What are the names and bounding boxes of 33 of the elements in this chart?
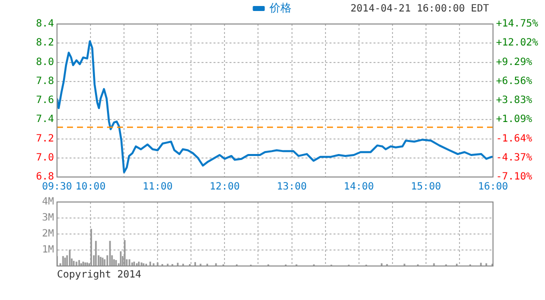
- y2-tick-label: +14.75%: [496, 18, 538, 30]
- x-tick-label: 16:00: [478, 182, 508, 193]
- y2-tick-label: -7.10%: [496, 172, 532, 183]
- x-tick-label: 12:00: [210, 182, 240, 193]
- text: Copyright 2014: [57, 270, 142, 281]
- y-tick-label: 7.4: [36, 114, 54, 126]
- y-tick-label: 8.4: [36, 18, 54, 30]
- x-tick-label: 15:00: [410, 182, 441, 193]
- x-tick-label: 13:00: [276, 182, 307, 193]
- y2-tick-label: +9.29%: [496, 56, 532, 68]
- y-tick-label: 4M: [42, 196, 54, 208]
- y-tick-label: 2M: [42, 228, 54, 240]
- y-tick-label: 7.0: [36, 152, 54, 164]
- y-tick-label: 8.0: [36, 56, 54, 68]
- y2-tick-label: -4.37%: [496, 152, 532, 164]
- y2-tick-label: +3.83%: [496, 95, 532, 106]
- y2-tick-label: +1.09%: [496, 114, 532, 126]
- y2-tick-label: -1.64%: [496, 133, 532, 144]
- y2-tick-label: +12.02%: [496, 38, 538, 49]
- y-tick-label: 7.2: [36, 133, 54, 144]
- y2-tick-label: +6.56%: [496, 76, 532, 87]
- x-tick-label: 09:30: [42, 182, 72, 193]
- x-tick-label: 11:00: [142, 182, 173, 193]
- text: 2014-04-21 16:00:00 EDT: [350, 4, 489, 15]
- legend-label: 价格: [268, 1, 292, 14]
- y-tick-label: 7.8: [36, 76, 54, 87]
- y-tick-label: 7.6: [36, 95, 54, 106]
- y-tick-label: 3M: [42, 212, 54, 224]
- x-tick-label: 14:00: [344, 182, 374, 193]
- x-tick-label: 10:00: [75, 182, 106, 193]
- y-tick-label: 6.8: [36, 172, 54, 183]
- y-tick-label: 1M: [42, 244, 54, 256]
- y-tick-label: 8.2: [36, 38, 54, 49]
